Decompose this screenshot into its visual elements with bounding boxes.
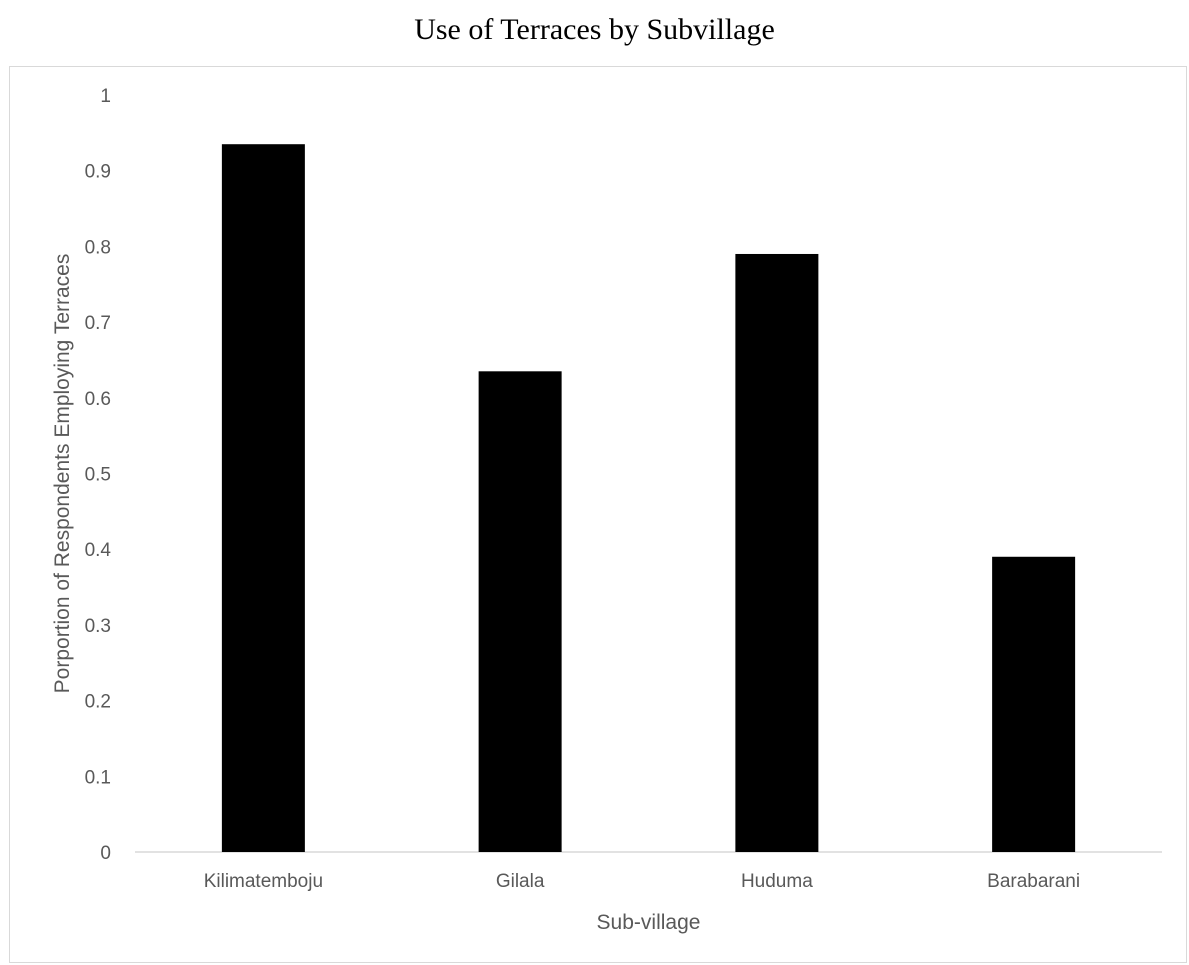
bar-gilala bbox=[478, 371, 562, 852]
y-axis-title: Porportion of Respondents Employing Terr… bbox=[51, 254, 74, 694]
chart-title: Use of Terraces by Subvillage bbox=[414, 13, 775, 46]
bars bbox=[221, 144, 1076, 853]
y-tick-label: 0.2 bbox=[85, 692, 111, 713]
chart-area bbox=[9, 66, 1187, 963]
y-tick-label: 0.8 bbox=[85, 237, 111, 258]
x-tick-label: Barabarani bbox=[987, 871, 1080, 892]
y-tick-label: 0.9 bbox=[85, 162, 111, 183]
bar-barabarani bbox=[992, 556, 1076, 852]
x-tick-label: Gilala bbox=[496, 871, 545, 892]
y-tick-label: 0.1 bbox=[85, 767, 111, 788]
x-tick-label: Huduma bbox=[741, 871, 813, 892]
y-tick-label: 0.6 bbox=[85, 389, 111, 410]
x-axis-title: Sub-village bbox=[597, 911, 701, 934]
y-tick-label: 0 bbox=[100, 843, 111, 864]
y-tick-label: 0.3 bbox=[85, 616, 111, 637]
y-tick-label: 1 bbox=[100, 86, 111, 107]
y-tick-label: 0.4 bbox=[85, 540, 112, 561]
y-axis-ticks: 0 0.1 0.2 0.3 0.4 0.5 0.6 0.7 0.8 0.9 1 bbox=[85, 86, 112, 864]
y-tick-label: 0.5 bbox=[85, 465, 111, 486]
x-tick-label: Kilimatemboju bbox=[204, 871, 323, 892]
bar-huduma bbox=[735, 253, 819, 853]
x-axis-ticks: Kilimatemboju Gilala Huduma Barabarani bbox=[204, 871, 1080, 892]
bar-kilimatemboju bbox=[221, 144, 305, 852]
y-tick-label: 0.7 bbox=[85, 313, 111, 334]
